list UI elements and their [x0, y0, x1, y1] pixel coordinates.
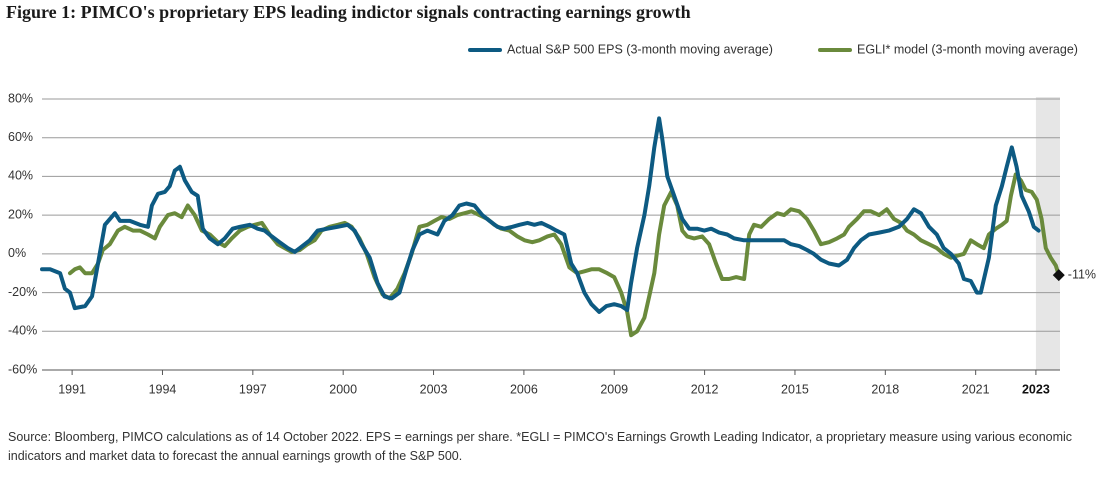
series-line: [40, 116, 1041, 314]
x-tick-label: 2023: [1022, 382, 1050, 396]
y-tick-label: -20%: [8, 285, 37, 299]
y-tick-label: 40%: [8, 169, 33, 183]
x-tick-label: 1991: [58, 382, 86, 396]
legend-label: Actual S&P 500 EPS (3-month moving avera…: [507, 42, 773, 56]
x-tick-label: 1997: [239, 382, 267, 396]
y-tick-label: 20%: [8, 207, 33, 221]
x-tick-label: 1994: [149, 382, 177, 396]
x-tick-label: 2021: [962, 382, 990, 396]
x-tick-label: 2006: [510, 382, 538, 396]
source-note: Source: Bloomberg, PIMCO calculations as…: [8, 430, 1073, 463]
x-tick-label: 2000: [329, 382, 357, 396]
chart-title: Figure 1: PIMCO's proprietary EPS leadin…: [6, 2, 691, 22]
series-line: [68, 172, 1061, 338]
x-tick-label: 2015: [781, 382, 809, 396]
y-tick-label: 80%: [8, 91, 33, 105]
end-marker: [1052, 269, 1065, 282]
legend-label: EGLI* model (3-month moving average): [857, 42, 1078, 56]
x-tick-label: 2018: [871, 382, 899, 396]
y-tick-label: 0%: [8, 246, 26, 260]
x-tick-label: 2009: [600, 382, 628, 396]
y-tick-label: -60%: [8, 362, 37, 376]
annotation: -11%: [1068, 267, 1096, 281]
x-tick-label: 2012: [691, 382, 719, 396]
y-tick-label: -40%: [8, 324, 37, 338]
y-tick-label: 60%: [8, 130, 33, 144]
x-tick-label: 2003: [420, 382, 448, 396]
forecast-shade: [1035, 97, 1060, 370]
